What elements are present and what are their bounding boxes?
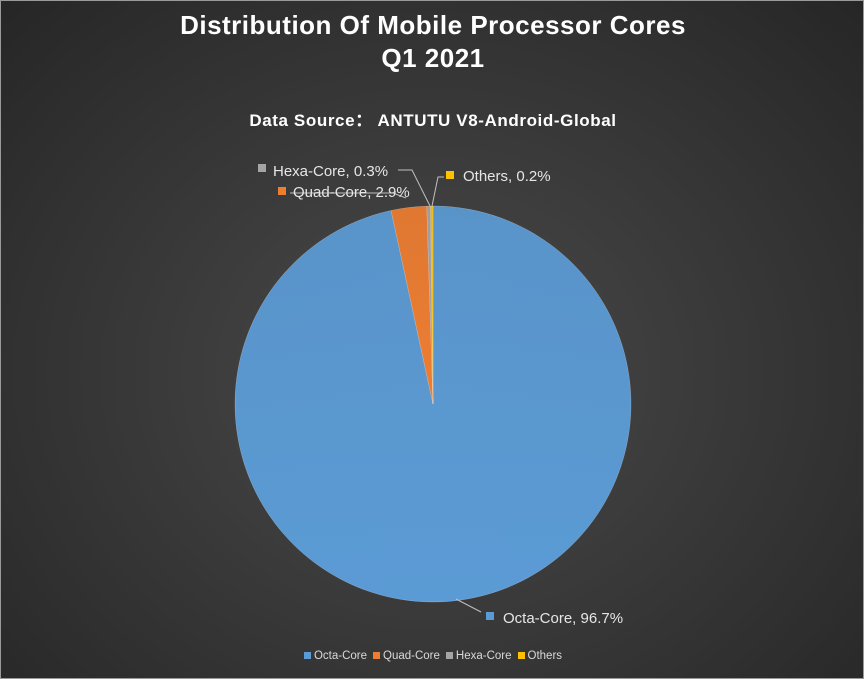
legend-swatch-others [517, 652, 525, 659]
chart-subtitle: Data Source： ANTUTU V8-Android-Global [249, 111, 617, 130]
chart-title: Distribution Of Mobile Processor Cores Q… [1, 9, 863, 75]
chart-legend: Octa-Core Quad-Core Hexa-Core Others [1, 650, 863, 662]
legend-swatch-hexa-core [445, 652, 453, 659]
legend-swatch-quad-core [373, 652, 381, 659]
chart-title-line-1: Distribution Of Mobile Processor Cores [180, 10, 686, 40]
chart-title-line-2: Q1 2021 [381, 43, 485, 73]
pie-slice-others [430, 205, 434, 405]
pie-slice-hexa-core [426, 205, 434, 405]
legend-item-octa-core: Octa-Core [303, 650, 368, 662]
legend-item-others: Others [517, 650, 563, 662]
legend-label-quad-core: Quad-Core [383, 650, 440, 662]
leader-line-octa-core [455, 598, 482, 613]
leader-line-hexa-core [398, 169, 431, 207]
data-label-swatch-quad-core [278, 187, 286, 195]
data-label-swatch-hexa-core [258, 164, 266, 172]
data-label-swatch-others [446, 171, 454, 179]
legend-label-hexa-core: Hexa-Core [455, 650, 512, 662]
data-label-others: Others, 0.2% [463, 168, 551, 185]
legend-swatch-octa-core [303, 652, 311, 659]
legend-label-others: Others [527, 650, 563, 662]
pie-slice-octa-core [234, 205, 632, 603]
pie-slice-quad-core [390, 205, 434, 405]
leader-line-quad-core [290, 192, 407, 199]
legend-item-hexa-core: Hexa-Core [445, 650, 512, 662]
legend-label-octa-core: Octa-Core [313, 650, 368, 662]
data-label-quad-core: Quad-Core, 2.9% [293, 184, 410, 201]
leader-line-others [431, 176, 444, 207]
data-label-hexa-core: Hexa-Core, 0.3% [273, 163, 388, 180]
data-label-swatch-octa-core [486, 612, 494, 620]
legend-item-quad-core: Quad-Core [373, 650, 440, 662]
data-label-octa-core: Octa-Core, 96.7% [503, 610, 623, 627]
